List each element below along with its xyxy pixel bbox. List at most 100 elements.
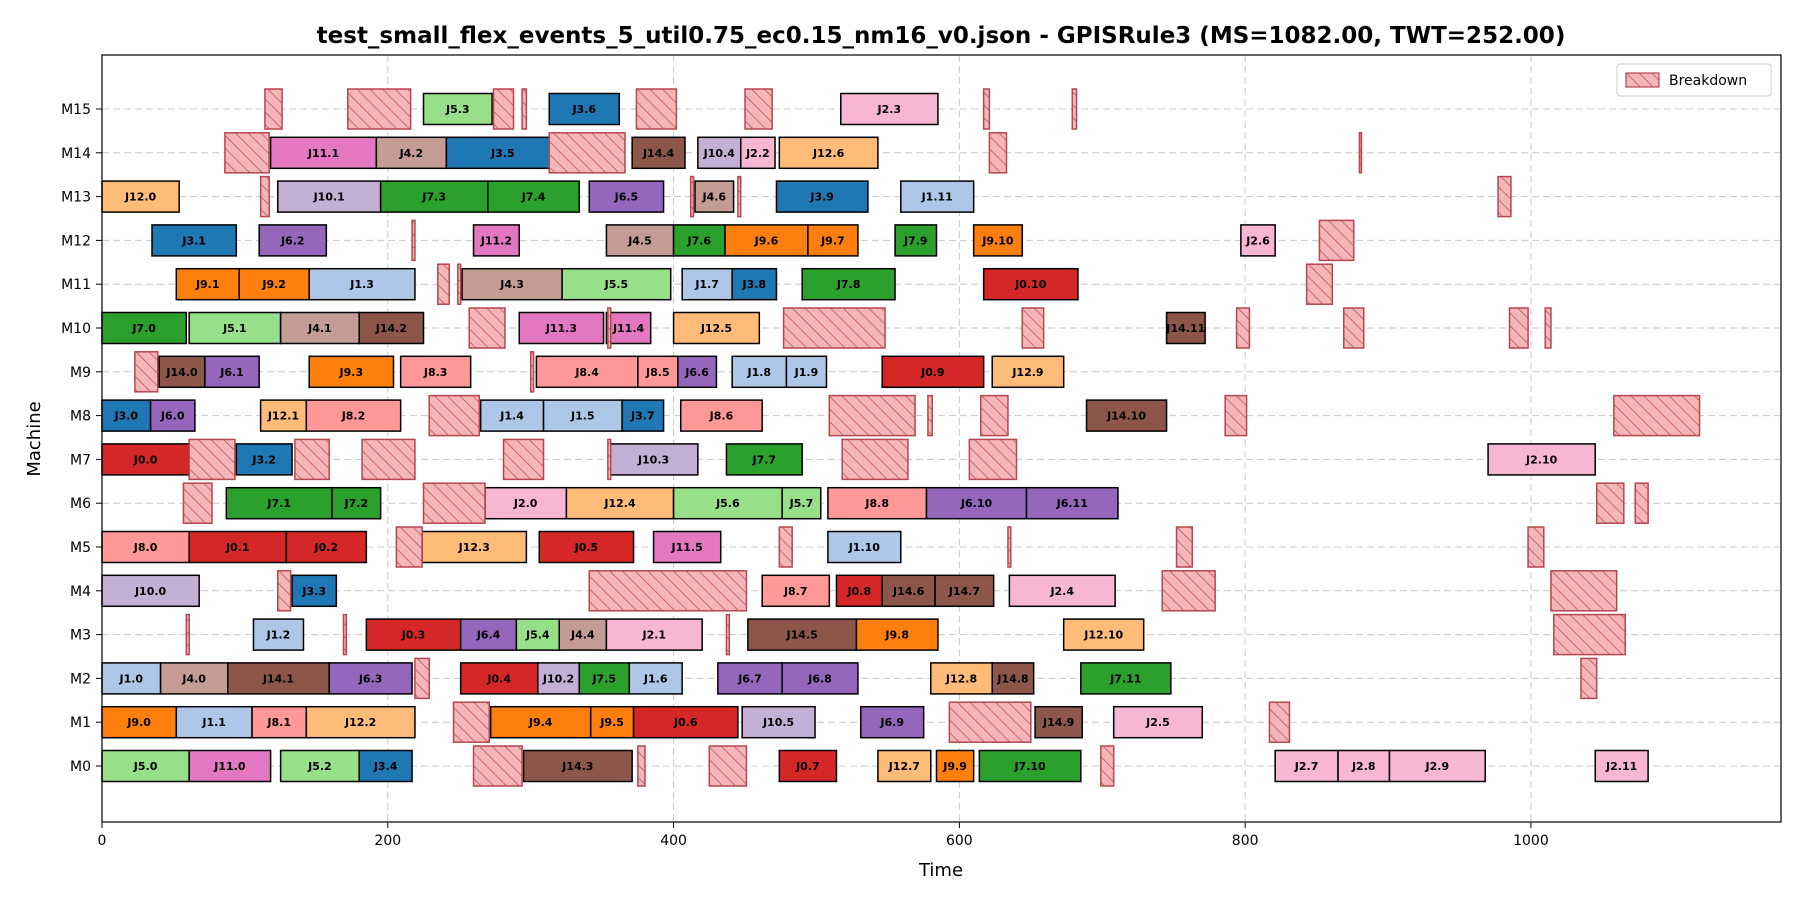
operation-label: J6.9 — [879, 716, 904, 729]
operation-rect — [991, 662, 1035, 695]
operation-bar: J5.6 — [672, 486, 783, 520]
operation-label: J7.4 — [521, 191, 546, 204]
y-axis-label: Machine — [24, 401, 45, 476]
operation-bar: J6.2 — [258, 224, 328, 257]
breakdown-bar — [361, 438, 416, 481]
operation-bar: J12.1 — [259, 399, 308, 432]
operation-bar: J12.2 — [305, 705, 416, 739]
y-tick-label: M5 — [70, 540, 91, 556]
operation-rect — [731, 267, 778, 301]
operation-bar: J14.1 — [226, 662, 330, 695]
operation-bar: J7.1 — [225, 486, 333, 520]
operation-rect — [1274, 749, 1339, 783]
breakdown-bar — [1595, 482, 1625, 524]
operation-label: J7.2 — [344, 497, 369, 510]
operation-rect — [399, 355, 472, 389]
operation-rect — [860, 705, 925, 739]
operation-label: J11.5 — [671, 541, 703, 554]
operation-label: J3.3 — [301, 585, 326, 598]
breakdown-bar — [828, 394, 916, 437]
operation-rect — [972, 224, 1023, 257]
operation-label: J1.10 — [848, 541, 881, 554]
operation-label: J4.1 — [307, 322, 332, 335]
operation-bar: J7.0 — [101, 311, 188, 345]
operation-rect — [894, 224, 938, 257]
breakdown-bar — [1161, 570, 1216, 612]
operation-label: J8.8 — [864, 497, 889, 510]
y-tick-label: M13 — [61, 190, 91, 206]
operation-rect — [1112, 705, 1204, 739]
operation-bar: J5.7 — [781, 486, 822, 520]
breakdown-bar — [342, 613, 348, 656]
operation-rect — [631, 136, 686, 170]
operation-label: J12.4 — [603, 497, 636, 510]
operation-label: J6.5 — [614, 191, 639, 204]
operation-rect — [489, 705, 592, 739]
breakdown-bar — [1175, 526, 1194, 568]
y-tick-label: M6 — [70, 496, 91, 512]
operation-label: J9.0 — [126, 716, 151, 729]
y-tick-label: M8 — [70, 409, 91, 425]
operation-label: J5.6 — [715, 497, 740, 510]
operation-rect — [226, 662, 330, 695]
operation-bar: J11.3 — [518, 311, 605, 345]
operation-bar: J9.9 — [935, 749, 975, 783]
legend-swatch-breakdown — [1625, 72, 1660, 88]
operation-label: J0.8 — [847, 585, 872, 598]
breakdown-bar — [1358, 132, 1363, 174]
operation-label: J7.10 — [1013, 760, 1046, 773]
operation-rect — [101, 399, 152, 432]
operation-label: J5.0 — [133, 760, 158, 773]
operation-label: J0.10 — [1014, 278, 1047, 291]
operation-label: J14.10 — [1106, 410, 1146, 423]
operation-label: J10.4 — [703, 147, 736, 160]
operation-bar: J5.3 — [422, 92, 493, 126]
operation-bar: J12.7 — [877, 749, 932, 783]
operation-rect — [358, 749, 413, 783]
operation-bar: J14.5 — [747, 618, 858, 651]
operation-bar: J12.10 — [1062, 618, 1145, 651]
breakdown-bar — [1634, 482, 1649, 524]
operation-label: J10.1 — [313, 191, 345, 204]
operation-label: J8.6 — [709, 410, 734, 423]
operation-bar: J7.8 — [801, 267, 896, 301]
operation-label: J2.6 — [1245, 234, 1270, 247]
operation-rect — [982, 267, 1079, 301]
breakdown-bar — [182, 482, 213, 524]
operation-label: J14.4 — [642, 147, 675, 160]
operation-label: J9.7 — [820, 234, 845, 247]
operation-rect — [731, 355, 788, 389]
breakdown-bar — [185, 613, 190, 656]
operation-rect — [637, 355, 679, 389]
operation-label: J6.8 — [807, 672, 832, 685]
y-tick-label: M1 — [70, 715, 91, 731]
operation-rect — [291, 574, 338, 608]
operation-bar: J0.0 — [101, 443, 190, 476]
operation-bar: J0.10 — [982, 267, 1079, 301]
operation-label: J0.5 — [574, 541, 599, 554]
operation-rect — [175, 705, 253, 739]
operation-bar: J1.9 — [785, 355, 828, 389]
operation-label: J8.2 — [341, 410, 366, 423]
operation-rect — [628, 662, 683, 695]
operation-bar: J1.6 — [628, 662, 683, 695]
operation-label: J2.11 — [1605, 760, 1637, 773]
operation-rect — [259, 399, 308, 432]
operation-label: J9.2 — [261, 278, 286, 291]
breakdown-bar — [521, 88, 528, 130]
operation-label: J7.9 — [903, 234, 928, 247]
operation-rect — [252, 618, 305, 651]
y-tick-label: M15 — [61, 102, 91, 118]
y-tick-label: M14 — [61, 146, 91, 162]
operation-bar: J4.2 — [375, 136, 448, 170]
breakdown-bar — [1318, 219, 1355, 262]
operation-rect — [621, 399, 665, 432]
operation-bar: J1.8 — [731, 355, 788, 389]
operation-bar: J12.9 — [991, 355, 1065, 389]
operation-bar: J6.0 — [149, 399, 196, 432]
operation-bar: J7.3 — [379, 180, 489, 213]
operation-rect — [605, 224, 675, 257]
operation-bar: J5.2 — [279, 749, 360, 783]
operation-label: J1.1 — [201, 716, 226, 729]
operation-rect — [479, 399, 545, 432]
